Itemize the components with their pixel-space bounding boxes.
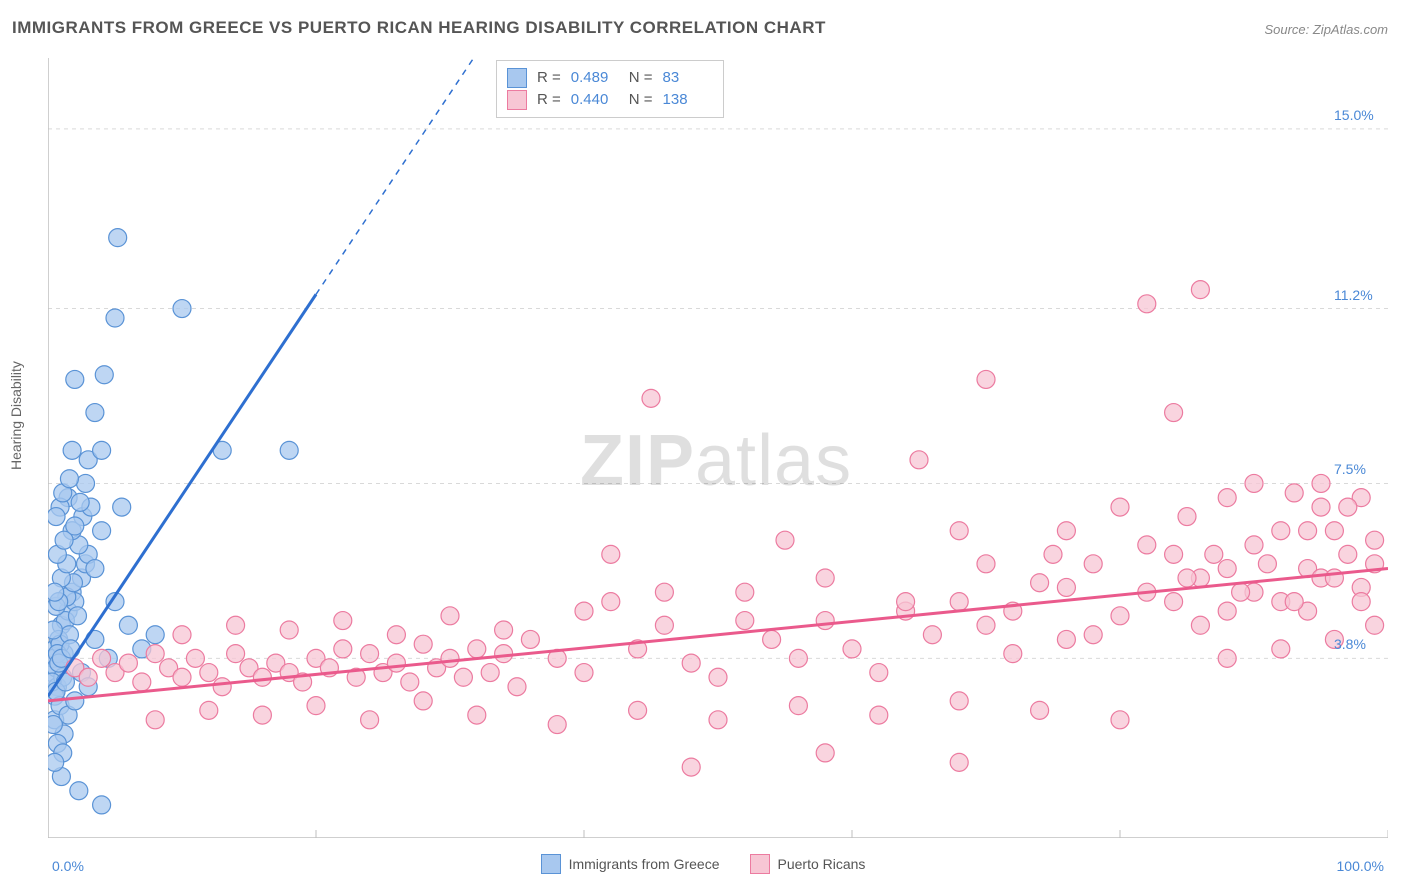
y-tick-label: 7.5% [1334,461,1366,477]
swatch-puerto-rican [507,90,527,110]
chart-container: IMMIGRANTS FROM GREECE VS PUERTO RICAN H… [0,0,1406,892]
legend-label-puerto-rican: Puerto Ricans [778,856,866,872]
legend-item-greece: Immigrants from Greece [541,854,720,874]
stats-row-puerto-rican: R = 0.440 N = 138 [507,89,711,111]
stats-row-greece: R = 0.489 N = 83 [507,67,711,89]
y-axis-label: Hearing Disability [8,361,24,470]
legend-label-greece: Immigrants from Greece [569,856,720,872]
correlation-stats-box: R = 0.489 N = 83 R = 0.440 N = 138 [496,60,724,118]
chart-title: IMMIGRANTS FROM GREECE VS PUERTO RICAN H… [12,18,826,38]
y-tick-label: 3.8% [1334,636,1366,652]
source-attribution: Source: ZipAtlas.com [1264,22,1388,37]
swatch-greece [507,68,527,88]
watermark: ZIPatlas [580,420,852,502]
legend: Immigrants from Greece Puerto Ricans [0,854,1406,874]
y-tick-label: 15.0% [1334,107,1374,123]
y-tick-label: 11.2% [1334,287,1373,303]
legend-swatch-puerto-rican [750,854,770,874]
legend-item-puerto-rican: Puerto Ricans [750,854,866,874]
legend-swatch-greece [541,854,561,874]
